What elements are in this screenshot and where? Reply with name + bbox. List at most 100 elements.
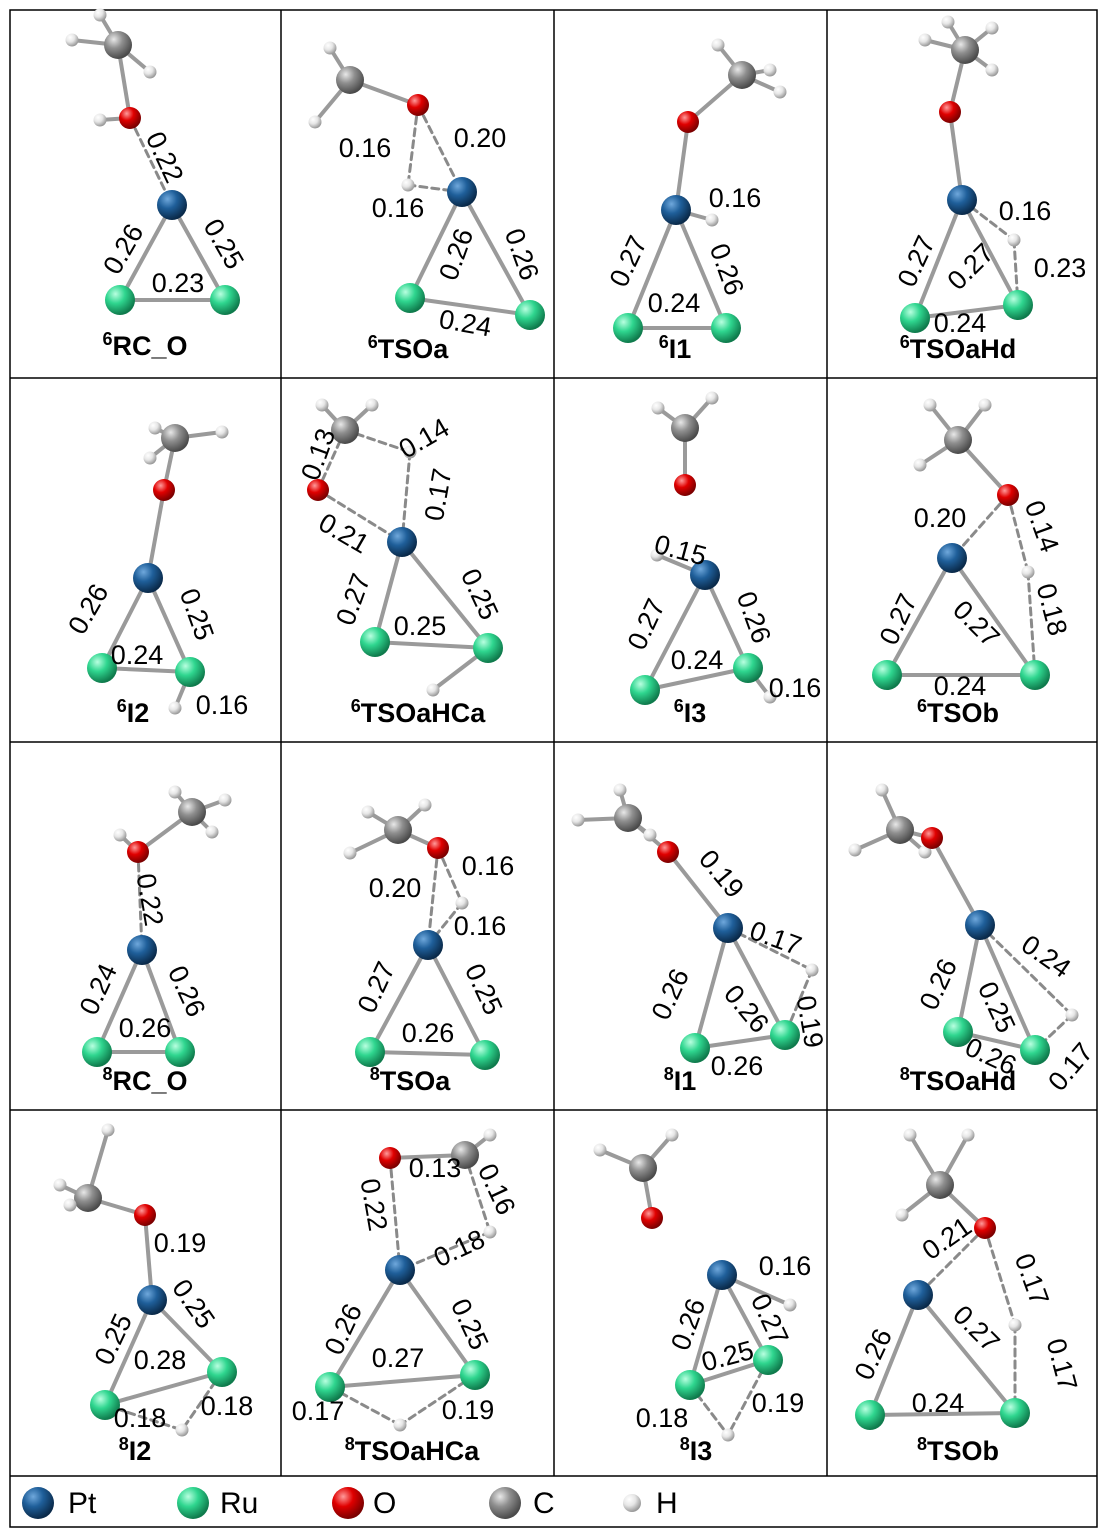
atom-pt xyxy=(707,1260,737,1290)
atom-ru xyxy=(360,627,390,657)
distance-label: 0.13 xyxy=(409,1153,462,1183)
figure: 0.220.260.250.236RC_O0.160.200.160.260.2… xyxy=(0,0,1098,1528)
atom-ru xyxy=(680,1033,710,1063)
atom-ru xyxy=(1020,1035,1050,1065)
atom-pt xyxy=(447,177,477,207)
atom-ru xyxy=(711,313,741,343)
distance-label: 0.26 xyxy=(718,979,775,1039)
caption-name: I1 xyxy=(669,334,692,364)
atom-h xyxy=(114,829,127,842)
caption-name: TSOa xyxy=(378,334,450,364)
caption: 6TSOb xyxy=(917,696,999,728)
atom-o xyxy=(407,94,429,116)
atom-pt xyxy=(137,1285,167,1315)
atom-o xyxy=(974,1217,996,1239)
atom-ru xyxy=(82,1037,112,1067)
distance-label: 0.27 xyxy=(622,594,671,654)
distance-label: 0.24 xyxy=(912,1388,965,1418)
atom-h xyxy=(219,794,232,807)
atom-c xyxy=(74,1184,102,1212)
bond xyxy=(370,1052,485,1055)
atom-c xyxy=(944,426,972,454)
distance-label: 0.18 xyxy=(1031,580,1074,639)
caption-spin: 8 xyxy=(345,1434,355,1454)
atom-pt xyxy=(385,1255,415,1285)
atom-c xyxy=(926,1171,954,1199)
atom-h xyxy=(644,829,657,842)
distance-label: 0.25 xyxy=(459,959,508,1019)
distance-label: 0.26 xyxy=(914,954,963,1014)
atoms xyxy=(849,784,1079,1066)
atom-ru xyxy=(355,1037,385,1067)
caption-spin: 8 xyxy=(102,1064,112,1084)
atom-pt xyxy=(387,527,417,557)
caption-spin: 6 xyxy=(368,332,378,352)
caption: 6TSOa xyxy=(368,332,450,364)
atom-o xyxy=(921,827,943,849)
atom-pt xyxy=(127,935,157,965)
caption: 8I1 xyxy=(664,1064,697,1096)
atom-h xyxy=(1009,1319,1022,1332)
legend-label: C xyxy=(533,1487,555,1520)
caption-name: RC_O xyxy=(113,1066,188,1096)
atom-pt xyxy=(413,930,443,960)
atom-h xyxy=(366,399,379,412)
distance-label: 0.25 xyxy=(972,977,1021,1037)
atom-ru xyxy=(1003,290,1033,320)
legend-swatch xyxy=(332,1487,364,1519)
atom-h xyxy=(427,684,440,697)
atom-c xyxy=(614,804,642,832)
caption-spin: 6 xyxy=(102,329,112,349)
distance-label: 0.14 xyxy=(1019,497,1065,557)
distance-label: 0.20 xyxy=(914,503,967,533)
dashed-bond xyxy=(985,1228,1015,1325)
atom-ru xyxy=(872,660,902,690)
caption-spin: 8 xyxy=(119,1434,129,1454)
atom-h xyxy=(102,1124,115,1137)
atom-pt xyxy=(947,185,977,215)
atom-h xyxy=(706,392,719,405)
atom-h xyxy=(712,39,725,52)
atom-ru xyxy=(470,1040,500,1070)
atom-h xyxy=(1008,234,1021,247)
distance-label: 0.20 xyxy=(369,873,422,903)
atom-h xyxy=(986,64,999,77)
atom-pt xyxy=(661,195,691,225)
distance-label: 0.25 xyxy=(89,1309,138,1369)
atom-h xyxy=(176,1424,189,1437)
caption-name: I1 xyxy=(674,1066,697,1096)
caption: 6TSOaHd xyxy=(900,332,1017,364)
distance-label: 0.27 xyxy=(874,589,923,649)
caption-spin: 8 xyxy=(370,1064,380,1084)
distance-label: 0.25 xyxy=(394,611,447,641)
atom-h xyxy=(806,964,819,977)
atom-h xyxy=(484,1129,497,1142)
caption: 8RC_O xyxy=(102,1064,187,1096)
atom-o xyxy=(427,837,449,859)
distance-label: 0.18 xyxy=(201,1391,254,1421)
atom-ru xyxy=(630,675,660,705)
distance-label: 0.16 xyxy=(759,1251,812,1281)
atom-h xyxy=(64,1199,77,1212)
atom-ru xyxy=(753,1345,783,1375)
atom-ru xyxy=(460,1360,490,1390)
distance-label: 0.18 xyxy=(429,1224,489,1273)
bond xyxy=(330,1375,475,1387)
distance-label: 0.15 xyxy=(651,529,710,572)
atom-h xyxy=(986,22,999,35)
atom-h xyxy=(456,897,469,910)
distance-label: 0.25 xyxy=(174,585,220,645)
atom-h xyxy=(924,399,937,412)
distance-label: 0.21 xyxy=(314,507,375,559)
atom-c xyxy=(336,66,364,94)
atom-ru xyxy=(855,1400,885,1430)
distance-label: 0.24 xyxy=(648,288,701,318)
distance-label: 0.17 xyxy=(746,915,806,961)
